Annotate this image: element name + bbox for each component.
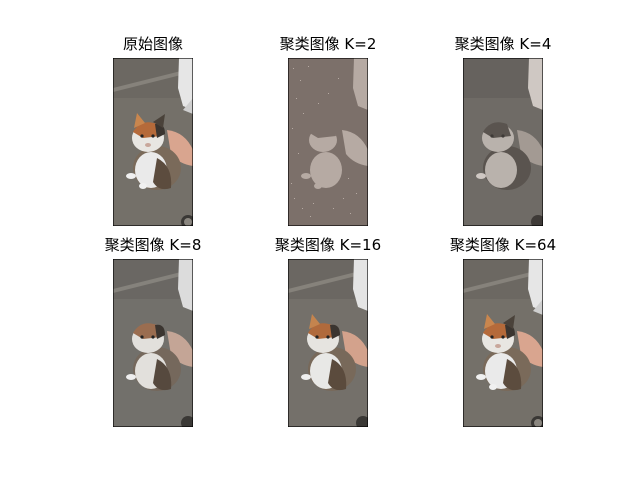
- panel-title: 聚类图像 K=4: [454, 35, 552, 53]
- panel-k64: 聚类图像 K=64: [450, 236, 556, 427]
- panel-title: 原始图像: [122, 35, 183, 53]
- panel-original: 原始图像: [113, 35, 193, 226]
- original-kitten-image: [113, 58, 193, 226]
- kitten-quantized-k2-image: [288, 58, 368, 226]
- panel-title: 聚类图像 K=64: [449, 236, 557, 254]
- panel-title: 聚类图像 K=8: [104, 236, 202, 254]
- kitten-quantized-k4-image: [463, 58, 543, 226]
- kitten-quantized-k64-image: [463, 259, 543, 427]
- panel-title: 聚类图像 K=2: [279, 35, 377, 53]
- panel-k16: 聚类图像 K=16: [275, 236, 381, 427]
- panel-title: 聚类图像 K=16: [274, 236, 382, 254]
- panel-k4: 聚类图像 K=4: [455, 35, 551, 226]
- kitten-quantized-k16-image: [288, 259, 368, 427]
- panel-k2: 聚类图像 K=2: [280, 35, 376, 226]
- kitten-quantized-k8-image: [113, 259, 193, 427]
- panel-k8: 聚类图像 K=8: [105, 236, 201, 427]
